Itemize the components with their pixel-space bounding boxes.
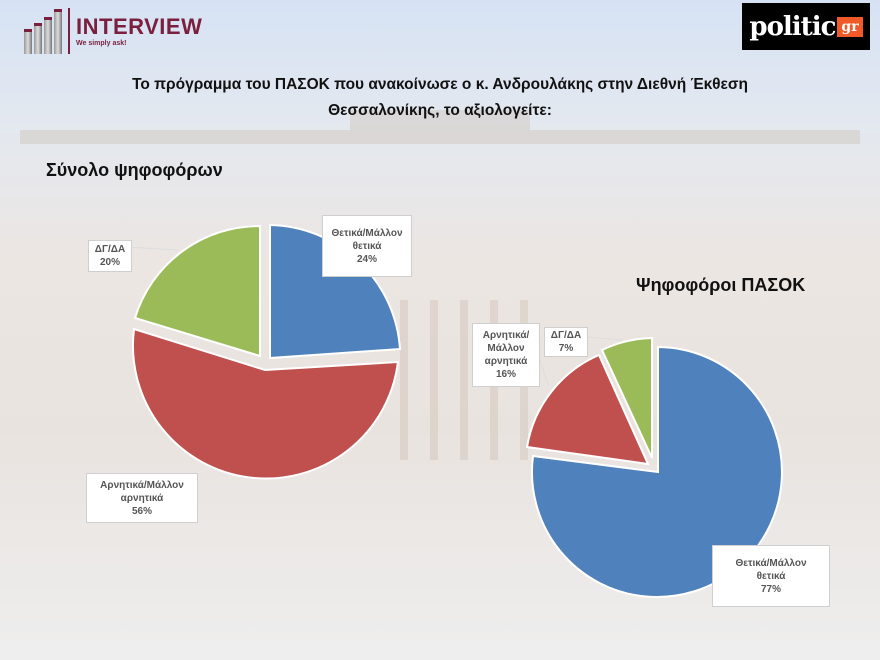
label-text: ΔΓ/ΔΑ [550,330,582,341]
interview-logo: INTERVIEW We simply ask! [24,8,202,54]
label-text: αρνητικά [120,492,164,504]
logo-name: INTERVIEW [76,13,203,39]
right-label-negative: Αρνητικά/ Μάλλον αρνητικά 16% [472,323,540,387]
politic-logo: politic gr [742,3,870,50]
label-text: ΔΓ/ΔΑ [94,244,126,255]
right-slice-dkna [600,336,653,459]
label-text: Μάλλον [487,343,525,354]
label-text: θετικά [352,240,382,252]
label-text: θετικά [756,570,786,582]
left-label-positive: Θετικά/Μάλλον θετικά 24% [322,215,412,277]
label-value: 77% [760,583,781,595]
logo-tagline: We simply ask! [76,39,127,47]
label-text: Αρνητικά/Μάλλον [100,479,184,491]
logo-divider [68,8,70,54]
label-value: 20% [99,257,120,268]
left-pie [126,223,402,480]
politic-suffix: gr [837,16,863,37]
left-label-dkna: ΔΓ/ΔΑ 20% [88,240,132,272]
label-value: 7% [558,343,574,354]
left-slice-negative [131,327,400,480]
right-pie [525,336,783,598]
politic-name: politic [749,11,836,42]
label-text: αρνητικά [484,356,528,367]
label-value: 24% [356,253,377,265]
label-value: 16% [495,369,516,380]
right-slice-negative [525,353,650,466]
left-slice-dkna [133,224,261,358]
left-chart-title: Σύνολο ψηφοφόρων [46,160,223,180]
label-text: Θετικά/Μάλλον [735,557,807,569]
label-value: 56% [131,505,152,517]
right-label-positive: Θετικά/Μάλλον θετικά 77% [712,545,830,607]
bars-logo-icon [24,8,62,54]
chart-title: Το πρόγραμμα του ΠΑΣΟΚ που ανακοίνωσε ο … [80,72,800,124]
right-label-dkna: ΔΓ/ΔΑ 7% [544,327,588,357]
right-chart-title: Ψηφοφόροι ΠΑΣΟΚ [636,275,806,295]
title-line-2: Θεσσαλονίκης, το αξιολογείτε: [328,102,552,119]
label-text: Θετικά/Μάλλον [331,227,403,239]
title-line-1: Το πρόγραμμα του ΠΑΣΟΚ που ανακοίνωσε ο … [132,76,748,93]
left-label-negative: Αρνητικά/Μάλλον αρνητικά 56% [86,473,198,523]
label-text: Αρνητικά/ [482,330,530,341]
